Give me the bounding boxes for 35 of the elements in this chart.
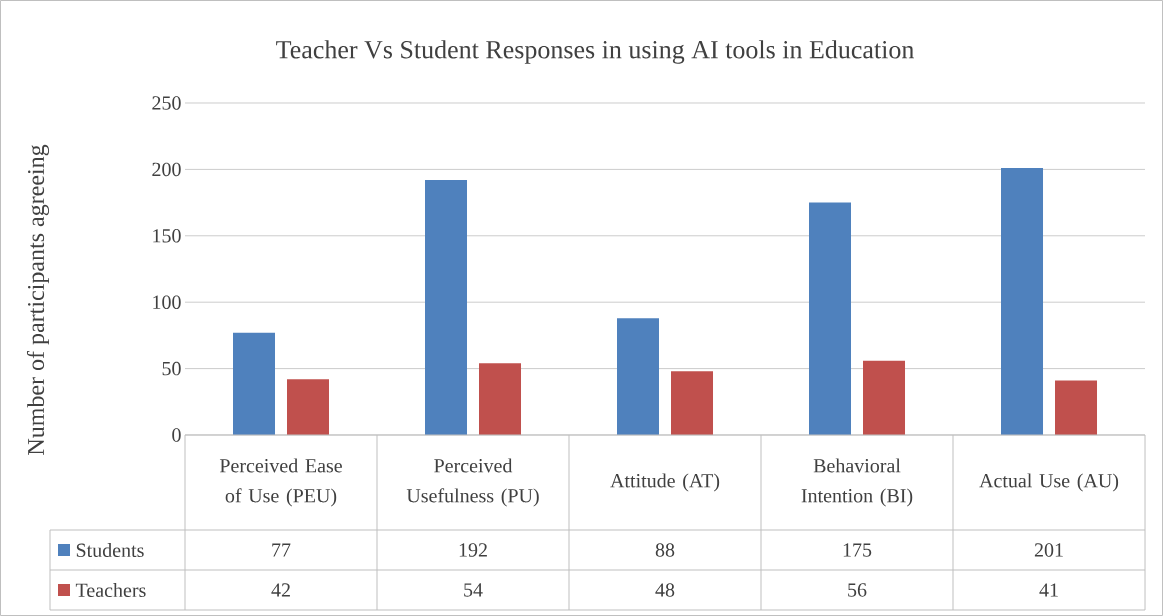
bar [1001,168,1044,435]
data-label: 41 [1039,583,1058,597]
chart-title: Teacher Vs Student Responses in using AI tools in Education [276,40,914,64]
bar [233,332,275,435]
y-axis-title: Number of participants agreeing [26,144,50,455]
data-label: 42 [271,583,290,597]
data-label: 201 [1034,543,1063,557]
x-tick-label: Perceived Usefulness (PU) [406,458,539,507]
legend-label: Teachers [75,582,146,598]
data-label: 48 [655,583,675,597]
y-tick-label: 250 [152,96,181,110]
y-tick-label: 50 [162,361,181,376]
y-tick-label: 0 [172,428,181,442]
bar [671,371,713,435]
x-tick-label: Perceived Ease of Use (PEU) [219,458,342,507]
bar [617,318,659,435]
data-label: 56 [848,583,867,597]
y-tick-label: 100 [153,295,181,309]
x-tick-label: Actual Use (AU) [979,473,1119,492]
data-label: 192 [459,543,487,557]
y-tick-label: 150 [153,229,181,243]
x-tick-label: Attitude (AT) [610,473,720,492]
bar [1055,380,1098,435]
data-label: 77 [272,543,291,557]
y-tick-label: 200 [152,162,181,177]
data-label: 175 [843,543,872,557]
bar [863,360,906,435]
bar [287,379,329,435]
x-tick-label: Behavioral Intention (BI) [801,458,913,507]
legend-label: Students [76,542,144,558]
bar [809,202,851,435]
bar [479,363,521,435]
data-label: 88 [655,543,675,557]
data-label: 54 [464,583,483,597]
bar [425,180,467,435]
